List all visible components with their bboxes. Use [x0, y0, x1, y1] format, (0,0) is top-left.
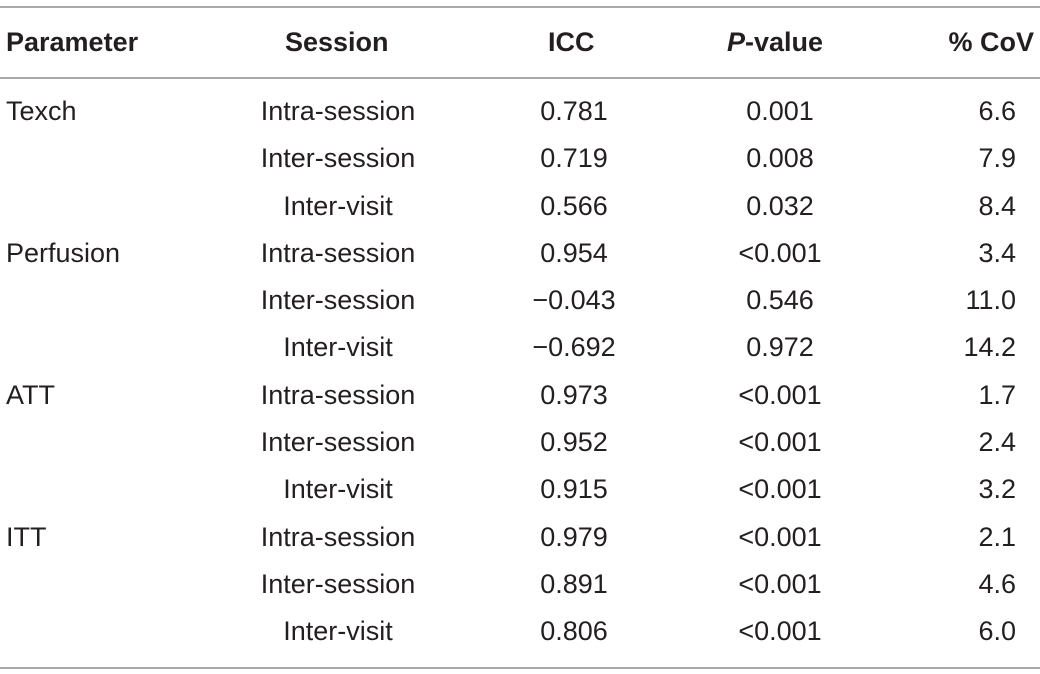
cell-icc: 0.973	[540, 379, 608, 410]
cell-session: Intra-session	[260, 96, 416, 126]
cell-p-value: <0.001	[738, 427, 822, 458]
cell-session: Inter-visit	[283, 332, 393, 363]
cell-icc: 0.979	[540, 521, 608, 552]
table-row: Inter-session 0.952 <0.001 2.4	[0, 420, 1040, 467]
cell-session: Intra-session	[260, 521, 416, 552]
cell-p-value: 0.972	[746, 332, 814, 363]
table-row: Inter-session 0.891 <0.001 4.6	[0, 562, 1040, 609]
cell-cov: 6.6	[978, 96, 1016, 126]
cell-p-value: <0.001	[738, 521, 822, 552]
cell-icc: 0.891	[540, 568, 608, 599]
header-cov: % CoV	[948, 27, 1034, 57]
cell-cov: 2.1	[978, 521, 1016, 552]
cell-session: Inter-visit	[283, 616, 393, 647]
cell-icc: 0.954	[540, 237, 608, 268]
cell-session: Inter-session	[260, 427, 416, 458]
cell-p-value: 0.001	[746, 96, 814, 126]
cell-p-value: <0.001	[738, 474, 822, 505]
cell-p-value: <0.001	[738, 568, 822, 599]
cell-cov: 7.9	[978, 143, 1016, 174]
cell-parameter: ITT	[6, 521, 47, 552]
cell-icc: 0.806	[540, 616, 608, 647]
cell-cov: 11.0	[965, 285, 1016, 316]
table-row: Inter-session 0.719 0.008 7.9	[0, 136, 1040, 183]
table-row: Texch Intra-session 0.781 0.001 6.6	[0, 89, 1040, 136]
cell-cov: 1.7	[978, 379, 1016, 410]
cell-session: Inter-session	[260, 143, 416, 174]
table-row: Inter-visit 0.806 <0.001 6.0	[0, 609, 1040, 656]
cell-cov: 14.2	[963, 332, 1016, 363]
cell-cov: 3.2	[978, 474, 1016, 505]
cell-p-value: <0.001	[738, 379, 822, 410]
cell-cov: 6.0	[978, 616, 1016, 647]
table-row: ATT Intra-session 0.973 <0.001 1.7	[0, 373, 1040, 420]
cell-session: Intra-session	[260, 237, 416, 268]
cell-p-value: 0.008	[746, 143, 814, 174]
table-row: Inter-visit −0.692 0.972 14.2	[0, 325, 1040, 372]
cell-session: Inter-session	[260, 568, 416, 599]
cell-cov: 2.4	[978, 427, 1016, 458]
cell-icc: 0.566	[540, 190, 608, 221]
cell-icc: −0.043	[532, 285, 616, 316]
cell-session: Inter-session	[260, 285, 416, 316]
table-row: Inter-visit 0.915 <0.001 3.2	[0, 467, 1040, 514]
header-session: Session	[285, 27, 389, 57]
header-p-value: P-value	[727, 24, 823, 60]
cell-icc: 0.915	[540, 474, 608, 505]
table-top-rule	[0, 6, 1040, 8]
cell-p-value: 0.032	[746, 190, 814, 221]
cell-parameter: Perfusion	[6, 237, 121, 268]
cell-session: Intra-session	[260, 379, 416, 410]
cell-cov: 4.6	[978, 568, 1016, 599]
table-header-rule	[0, 77, 1040, 79]
header-p-rest: -value	[745, 27, 824, 57]
table-row: ITT Intra-session 0.979 <0.001 2.1	[0, 515, 1040, 562]
cell-icc: 0.781	[540, 96, 608, 126]
header-icc: ICC	[548, 27, 595, 57]
table-bottom-rule	[0, 667, 1040, 669]
cell-cov: 3.4	[978, 237, 1016, 268]
cell-icc: 0.719	[540, 143, 608, 174]
cell-session: Inter-visit	[283, 474, 393, 505]
cell-parameter: Texch	[6, 96, 77, 126]
cell-session: Inter-visit	[283, 190, 393, 221]
table-row: Perfusion Intra-session 0.954 <0.001 3.4	[0, 231, 1040, 278]
cell-p-value: <0.001	[738, 237, 822, 268]
table-row: Inter-visit 0.566 0.032 8.4	[0, 184, 1040, 231]
cell-icc: −0.692	[532, 332, 616, 363]
header-parameter: Parameter	[6, 27, 139, 57]
header-p-italic: P	[727, 27, 746, 57]
table-row: Inter-session −0.043 0.546 11.0	[0, 278, 1040, 325]
cell-p-value: <0.001	[738, 616, 822, 647]
cell-icc: 0.952	[540, 427, 608, 458]
cell-cov: 8.4	[978, 190, 1016, 221]
cell-parameter: ATT	[6, 379, 55, 410]
table-body: Texch Intra-session 0.781 0.001 6.6 Inte…	[0, 89, 1040, 657]
cell-p-value: 0.546	[746, 285, 814, 316]
